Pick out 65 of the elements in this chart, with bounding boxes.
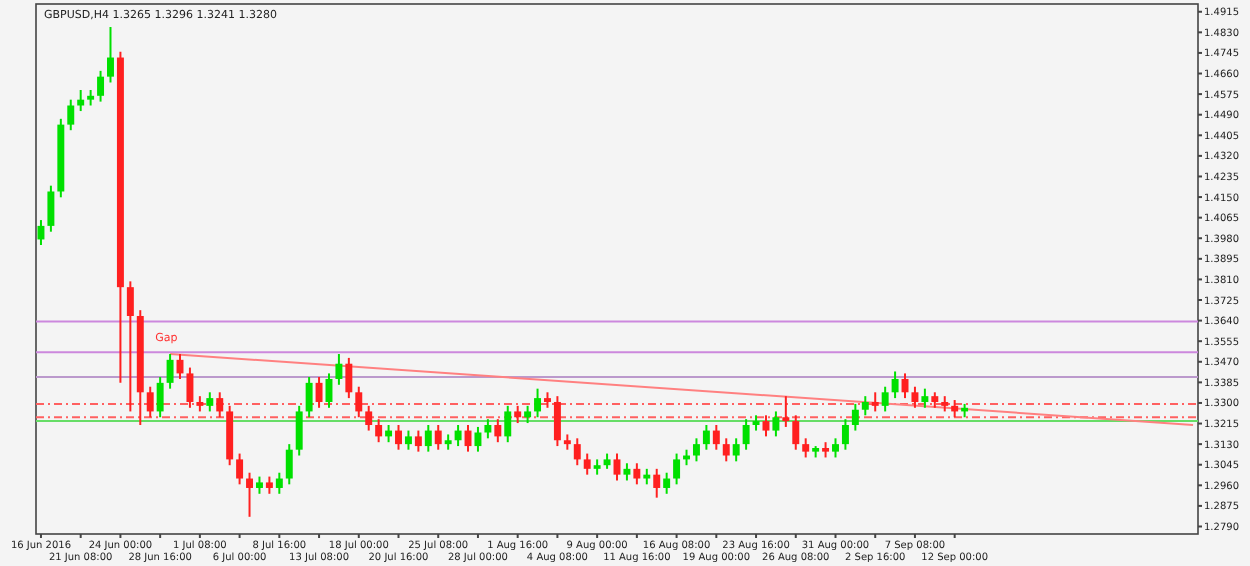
candlestick: [702, 424, 710, 451]
candlestick: [424, 424, 432, 453]
candlestick: [494, 418, 502, 444]
candlestick: [226, 404, 234, 467]
candlestick: [534, 387, 542, 419]
candlestick: [712, 424, 720, 451]
candlestick: [246, 471, 254, 518]
candlestick: [216, 391, 224, 419]
candlestick: [861, 395, 869, 417]
candlestick: [395, 424, 402, 451]
candlestick: [553, 395, 561, 448]
candlestick: [732, 437, 740, 463]
candlestick: [633, 462, 641, 486]
candlestick: [911, 385, 919, 409]
candlestick: [663, 471, 671, 495]
candlestick: [653, 467, 661, 499]
candlestick: [365, 404, 373, 432]
candlestick: [47, 184, 55, 233]
candlestick: [881, 385, 889, 413]
candlestick: [504, 404, 512, 444]
candlestick: [236, 452, 244, 486]
candlestick: [166, 353, 174, 390]
candlestick: [841, 418, 849, 451]
candlestick: [871, 391, 879, 413]
candlestick: [583, 452, 591, 476]
candlestick: [146, 385, 154, 419]
candlestick: [156, 376, 164, 419]
candlestick: [186, 366, 194, 409]
candlestick: [206, 391, 214, 413]
candlestick: [692, 437, 700, 463]
candlestick: [742, 418, 750, 451]
candlestick: [573, 437, 581, 467]
candlestick: [295, 404, 303, 457]
candlestick: [275, 471, 283, 495]
candlestick: [355, 385, 363, 419]
candlestick: [315, 376, 323, 409]
candlestick: [404, 429, 412, 451]
candlestick: [37, 219, 45, 247]
candlestick: [613, 452, 621, 482]
candlestick: [454, 424, 462, 448]
candlestick: [464, 424, 472, 453]
candlestick: [832, 437, 839, 459]
candlestick: [345, 356, 353, 400]
candlestick: [305, 376, 313, 419]
candlestick: [782, 395, 790, 428]
candlestick: [851, 402, 859, 432]
candlestick: [335, 353, 343, 386]
candlestick: [126, 280, 134, 413]
candlestick: [772, 410, 780, 438]
candlestick: [762, 414, 770, 438]
candlestick: [414, 429, 422, 453]
candlestick: [802, 437, 810, 459]
candlestick: [921, 387, 929, 409]
candlestick: [67, 98, 75, 132]
candlestick: [891, 370, 899, 400]
candlestick: [375, 418, 383, 444]
candlestick: [285, 443, 293, 486]
candlestick: [792, 414, 800, 451]
candlestick: [107, 26, 114, 84]
candlestick: [474, 425, 482, 453]
candlestick: [484, 418, 492, 440]
candlestick: [97, 69, 105, 103]
candlestick: [722, 437, 730, 463]
candlestick: [434, 424, 442, 451]
candlestick: [673, 452, 681, 486]
